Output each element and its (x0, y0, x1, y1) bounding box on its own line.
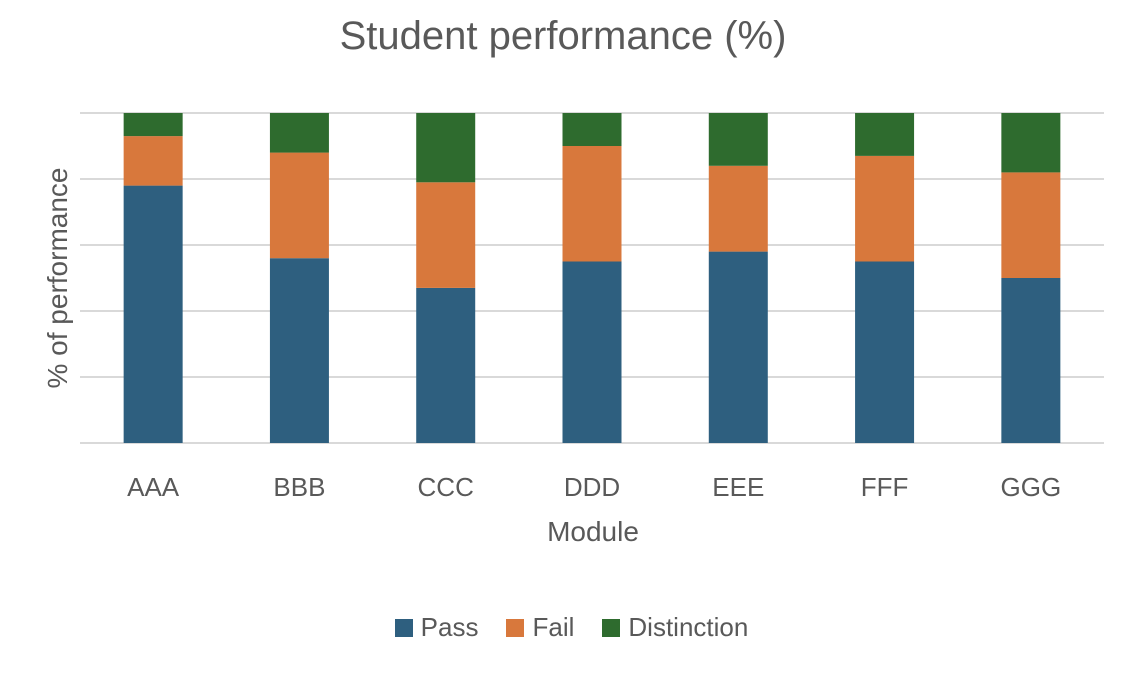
bar-fail-fff (855, 155, 915, 262)
x-tick-label-ccc: CCC (418, 472, 474, 502)
bar-pass-ccc (416, 287, 476, 443)
legend-label-pass: Pass (420, 612, 479, 642)
chart-title: Student performance (%) (339, 14, 787, 58)
x-tick-label-ggg: GGG (1001, 472, 1062, 502)
legend-item-fail: Fail (506, 612, 574, 643)
legend: Pass Fail Distinction (0, 612, 1126, 643)
bar-distinction-eee (708, 113, 768, 166)
x-tick-label-ddd: DDD (564, 472, 620, 502)
legend-swatch-fail (506, 618, 525, 637)
bar-fail-ccc (416, 182, 476, 288)
legend-swatch-distinction (602, 618, 621, 637)
bar-pass-ddd (562, 261, 622, 443)
bar-pass-fff (855, 261, 915, 443)
bar-distinction-ggg (1001, 113, 1061, 173)
bar-distinction-aaa (123, 113, 183, 137)
bar-distinction-fff (855, 113, 915, 156)
bar-pass-eee (708, 251, 768, 443)
bar-fail-bbb (269, 152, 329, 259)
x-tick-label-fff: FFF (861, 472, 909, 502)
x-axis-label: Module (547, 516, 639, 547)
bar-distinction-ccc (416, 113, 476, 183)
bar-distinction-bbb (269, 113, 329, 153)
legend-label-fail: Fail (532, 612, 575, 642)
bar-pass-bbb (269, 258, 329, 443)
bar-fail-aaa (123, 136, 183, 186)
bar-fail-eee (708, 165, 768, 252)
bar-fail-ddd (562, 146, 622, 262)
x-tick-label-eee: EEE (712, 472, 764, 502)
bar-distinction-ddd (562, 113, 622, 146)
legend-item-pass: Pass (394, 612, 479, 643)
bar-pass-aaa (123, 185, 183, 443)
bar-pass-ggg (1001, 278, 1061, 443)
x-tick-label-bbb: BBB (273, 472, 325, 502)
x-tick-label-aaa: AAA (127, 472, 180, 502)
legend-label-distinction: Distinction (628, 612, 749, 642)
bar-fail-ggg (1001, 172, 1061, 278)
legend-item-distinction: Distinction (602, 612, 748, 643)
legend-swatch-pass (394, 618, 413, 637)
